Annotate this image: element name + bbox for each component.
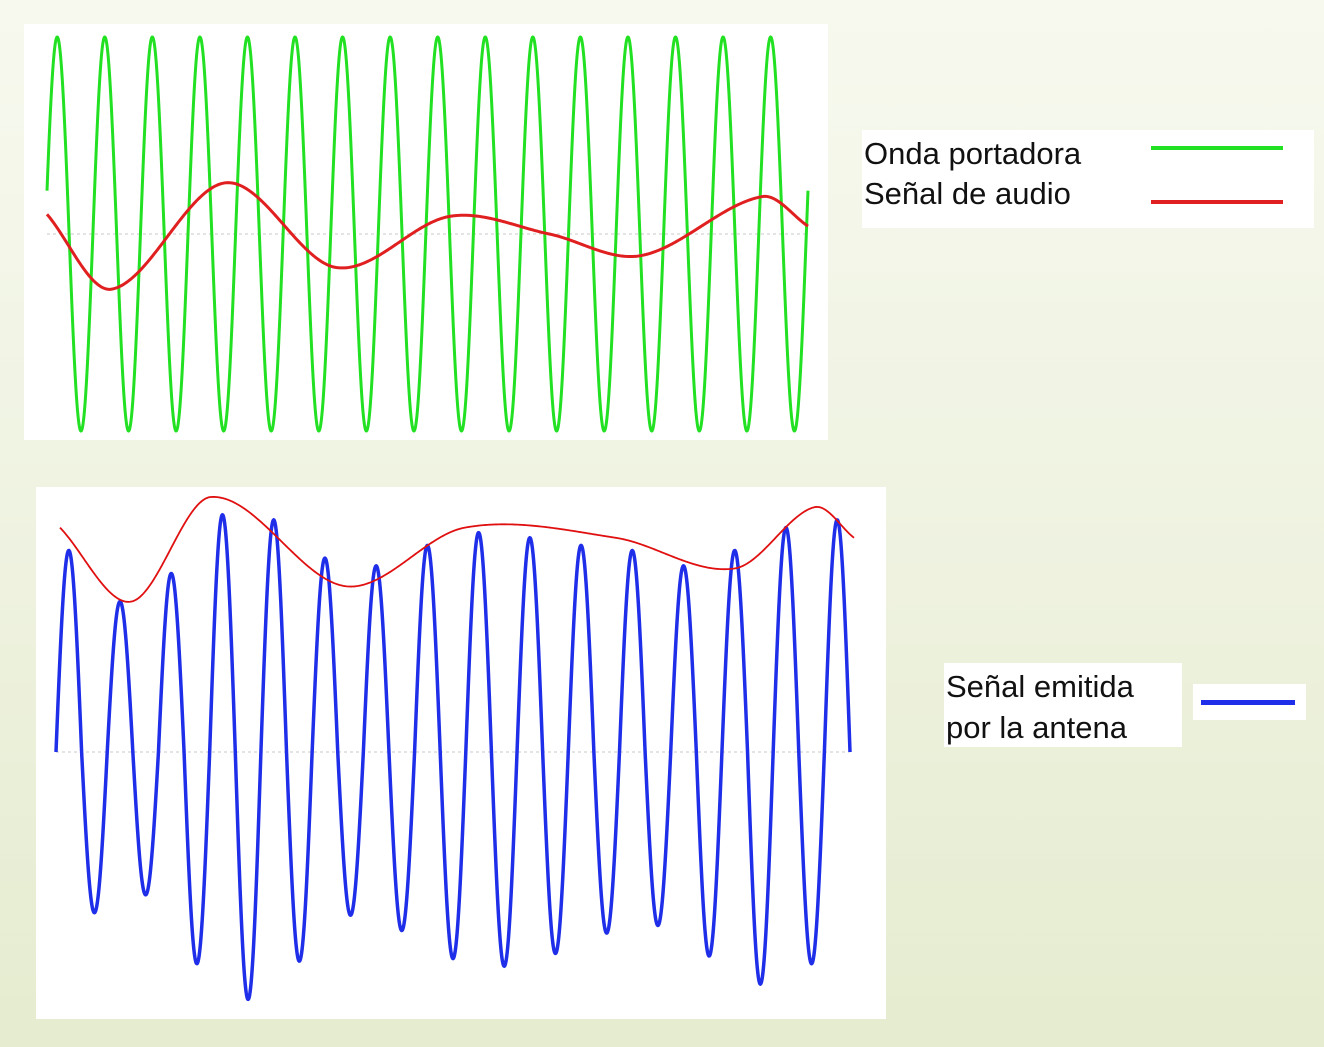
carrier-audio-plot bbox=[24, 24, 828, 440]
audio-signal-line bbox=[45, 181, 809, 291]
carrier-wave-line bbox=[45, 35, 810, 433]
legend-emitted-swatch bbox=[1201, 700, 1295, 705]
envelope-line bbox=[59, 496, 855, 603]
legend-emitted-line1: Señal emitida bbox=[946, 669, 1134, 704]
legend-audio-label: Señal de audio bbox=[864, 176, 1071, 211]
emitted-signal-plot bbox=[36, 487, 886, 1019]
legend-carrier-audio: Onda portadora Señal de audio bbox=[862, 130, 1314, 228]
legend-carrier-swatch bbox=[1151, 146, 1283, 150]
carrier-audio-svg bbox=[45, 35, 810, 433]
legend-emitted: Señal emitida por la antena bbox=[944, 663, 1182, 747]
emitted-signal-line bbox=[54, 512, 852, 1002]
legend-emitted-line2: por la antena bbox=[946, 710, 1127, 745]
legend-emitted-swatch-box bbox=[1193, 684, 1306, 720]
legend-audio-swatch bbox=[1151, 200, 1283, 204]
legend-carrier-label: Onda portadora bbox=[864, 136, 1082, 171]
emitted-signal-svg bbox=[54, 496, 855, 1002]
